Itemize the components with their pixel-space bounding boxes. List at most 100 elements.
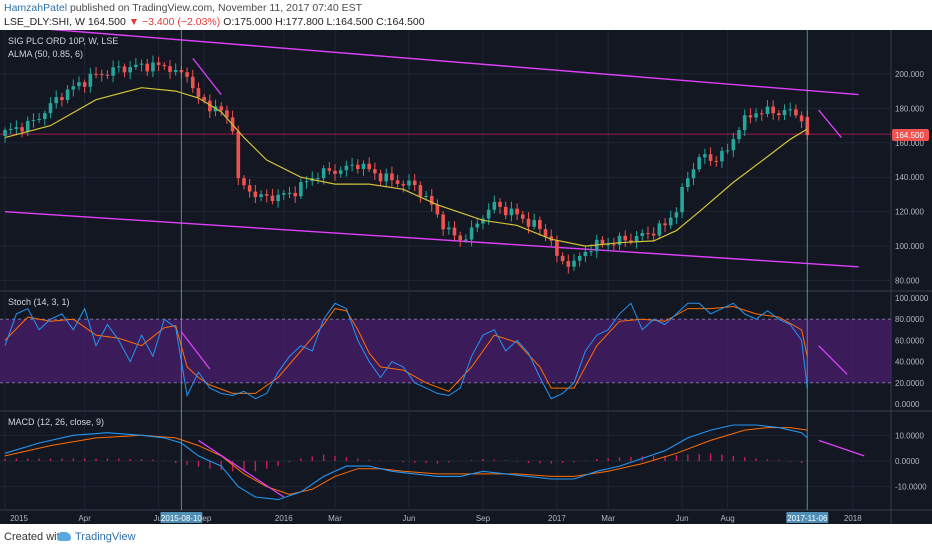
publish-line: HamzahPatel published on TradingView.com… bbox=[4, 2, 362, 14]
time-tick-label: 2017 bbox=[548, 514, 566, 523]
publish-header: HamzahPatel published on TradingView.com… bbox=[0, 0, 932, 30]
candle-body bbox=[344, 165, 349, 171]
alma-line bbox=[4, 87, 808, 247]
candle-body bbox=[680, 186, 684, 213]
price-pane-title: SIG PLC ORD 10P, W, LSE bbox=[8, 36, 118, 46]
candle-body bbox=[384, 173, 389, 182]
candle-body bbox=[469, 227, 474, 240]
candle-body bbox=[708, 154, 713, 161]
trend-arrow-line bbox=[818, 345, 848, 375]
candle-body bbox=[373, 169, 377, 174]
candle-body bbox=[395, 180, 400, 184]
date-marker-badge bbox=[160, 512, 203, 523]
stoch-tick-label: 0.0000 bbox=[895, 400, 920, 409]
time-tick-label: Mar bbox=[601, 514, 615, 523]
price-tick-label: 100.000 bbox=[895, 242, 924, 251]
chart-canvas[interactable]: 200.000 180.000 160.000 140.000 120.000 100.0… bbox=[0, 30, 932, 524]
candle-body bbox=[355, 164, 360, 169]
candle-body bbox=[156, 62, 161, 65]
time-tick-label: 2015 bbox=[10, 514, 28, 523]
candle-body bbox=[725, 150, 730, 152]
candle-body bbox=[71, 86, 76, 90]
candle-body bbox=[583, 251, 588, 257]
candle-body bbox=[48, 103, 53, 114]
candle-body bbox=[338, 170, 343, 174]
candle-body bbox=[54, 97, 59, 104]
price-tick-label: 160.000 bbox=[895, 139, 924, 148]
candle-body bbox=[503, 206, 508, 216]
candle-body bbox=[799, 115, 804, 122]
candle-body bbox=[208, 100, 212, 112]
stoch-tick-label: 60.0000 bbox=[895, 336, 924, 345]
candle-body bbox=[225, 110, 229, 118]
candle-body bbox=[555, 240, 559, 256]
candle-body bbox=[139, 63, 144, 65]
candle-body bbox=[82, 82, 87, 87]
candle-body bbox=[316, 178, 320, 180]
time-tick-label: Aug bbox=[721, 514, 735, 523]
candle-body bbox=[657, 223, 662, 236]
candle-body bbox=[543, 229, 548, 237]
candle-body bbox=[361, 163, 366, 169]
candle-body bbox=[435, 204, 440, 215]
author-link[interactable]: HamzahPatel bbox=[4, 2, 68, 14]
macd-line bbox=[4, 424, 808, 501]
candle-body bbox=[282, 193, 286, 195]
quote-line: LSE_DLY:SHI, W 164.500 ▼ −3.400 (−2.03%)… bbox=[4, 16, 425, 28]
candle-body bbox=[765, 106, 770, 114]
candle-body bbox=[629, 240, 633, 242]
candle-body bbox=[401, 183, 406, 186]
candle-body bbox=[788, 109, 793, 111]
stoch-k-line bbox=[4, 302, 808, 400]
candle-body bbox=[145, 63, 150, 72]
candle-body bbox=[538, 220, 542, 230]
candle-body bbox=[111, 67, 115, 76]
candle-body bbox=[475, 223, 480, 228]
trend-arrow-line bbox=[818, 439, 865, 457]
candle-body bbox=[31, 119, 36, 121]
tradingview-cloud-icon bbox=[57, 532, 71, 541]
candle-body bbox=[606, 244, 610, 246]
pane-1-area bbox=[0, 30, 891, 290]
candle-body bbox=[94, 73, 98, 75]
candle-body bbox=[259, 194, 263, 198]
candle-body bbox=[65, 89, 70, 101]
candle-body bbox=[134, 64, 138, 68]
price-tick-label: 200.000 bbox=[895, 70, 924, 79]
candle-body bbox=[418, 185, 423, 197]
price-tick-label: 140.000 bbox=[895, 173, 924, 182]
stoch-pane-title: Stoch (14, 3, 1) bbox=[8, 297, 70, 307]
candle-body bbox=[441, 214, 445, 230]
alma-legend: ALMA (50, 0.85, 6) bbox=[8, 49, 83, 59]
candle-body bbox=[532, 220, 536, 227]
candle-body bbox=[447, 227, 451, 230]
candle-body bbox=[20, 127, 24, 132]
date-marker-badge bbox=[786, 512, 829, 523]
date-marker-label: 2015-08-10 bbox=[161, 514, 202, 523]
candle-body bbox=[759, 113, 764, 115]
created-with-label: Created with bbox=[4, 531, 66, 543]
candle-body bbox=[617, 235, 622, 245]
candle-body bbox=[737, 130, 741, 140]
candle-body bbox=[202, 96, 206, 101]
candle-body bbox=[407, 180, 411, 186]
candle-body bbox=[276, 194, 280, 202]
publish-info: published on TradingView.com, November 1… bbox=[69, 2, 362, 14]
candle-body bbox=[577, 256, 582, 261]
stoch-tick-label: 100.0000 bbox=[895, 294, 929, 303]
candle-body bbox=[492, 201, 497, 210]
candle-body bbox=[333, 170, 337, 174]
tradingview-brand: TradingView bbox=[75, 531, 136, 543]
last-price-label: 164.500 bbox=[895, 131, 924, 140]
candle-body bbox=[270, 195, 275, 202]
candle-body bbox=[236, 131, 241, 179]
time-tick-label: Sep bbox=[476, 514, 491, 523]
stoch-tick-label: 40.0000 bbox=[895, 358, 924, 367]
candle-body bbox=[60, 97, 64, 101]
candle-body bbox=[549, 236, 554, 241]
tradingview-logo[interactable]: TradingView bbox=[57, 531, 136, 543]
candle-body bbox=[623, 235, 628, 241]
candle-body bbox=[168, 66, 172, 72]
macd-tick-label: -10.0000 bbox=[895, 483, 927, 492]
candle-body bbox=[663, 223, 667, 226]
